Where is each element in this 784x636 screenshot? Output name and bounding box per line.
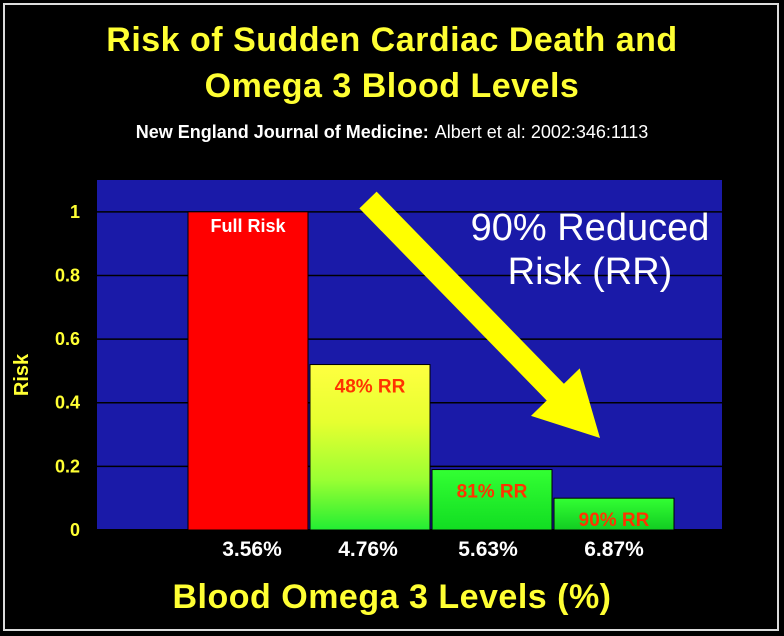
x-tick-label: 3.56%: [222, 538, 282, 561]
y-tick-label: 0: [70, 520, 80, 540]
x-axis-label: Blood Omega 3 Levels (%): [172, 578, 612, 616]
bar-label-1: Full Risk: [210, 216, 286, 236]
x-tick-label: 5.63%: [458, 538, 518, 561]
annotation-line2: Risk (RR): [507, 251, 673, 293]
image-frame: [3, 3, 779, 631]
source-citation: New England Journal of Medicine: Albert e…: [0, 122, 784, 143]
source-reference: Albert et al: 2002:346:1113: [434, 122, 649, 142]
bar-label-3: 81% RR: [457, 482, 528, 503]
y-axis-label: Risk: [11, 353, 33, 396]
chart-title-line1: Risk of Sudden Cardiac Death and: [106, 21, 678, 59]
chart-title-line2: Omega 3 Blood Levels: [204, 67, 580, 105]
down-arrow-icon: [359, 191, 600, 438]
bar-1: [187, 211, 309, 531]
source-journal: New England Journal of Medicine:: [135, 122, 429, 142]
y-tick-label: 0.8: [55, 265, 80, 285]
y-tick-label: 0.4: [55, 393, 80, 413]
x-tick-label: 6.87%: [584, 538, 644, 561]
y-tick-label: 0.6: [55, 329, 80, 349]
bar-2: [309, 364, 431, 531]
arrow-annotation: 90% Reduced Risk (RR): [455, 206, 725, 294]
bar-3: [431, 469, 553, 531]
y-tick-label: 1: [70, 202, 80, 222]
bar-4: [553, 497, 675, 531]
bar-label-2: 48% RR: [335, 377, 406, 398]
x-tick-label: 4.76%: [338, 538, 398, 561]
y-tick-label: 0.2: [55, 456, 80, 476]
bar-label-4: 90% RR: [579, 510, 650, 531]
annotation-line1: 90% Reduced: [470, 207, 710, 249]
